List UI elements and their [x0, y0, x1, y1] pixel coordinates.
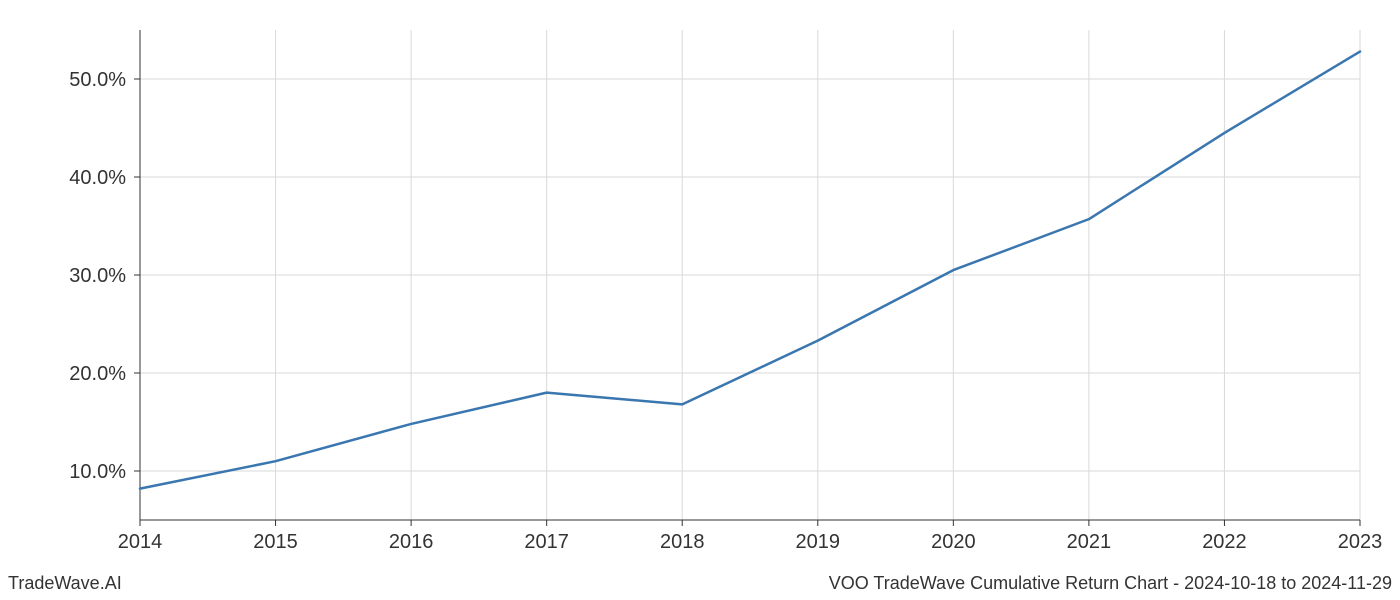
x-tick-label: 2015 [253, 531, 298, 553]
y-tick-label: 40.0% [69, 167, 126, 189]
x-tick-label: 2023 [1338, 531, 1383, 553]
y-tick-label: 10.0% [69, 461, 126, 483]
x-tick-label: 2017 [524, 531, 569, 553]
x-tick-label: 2018 [660, 531, 705, 553]
footer-right-text: VOO TradeWave Cumulative Return Chart - … [829, 573, 1392, 594]
x-tick-label: 2021 [1067, 531, 1112, 553]
line-chart: 2014 2015 2016 2017 2018 2019 2020 2021 2022 2023… [0, 0, 1400, 600]
x-tick-label: 2016 [389, 531, 434, 553]
footer-left-text: TradeWave.AI [8, 573, 122, 594]
x-tick-label: 2014 [118, 531, 163, 553]
chart-bg [0, 0, 1400, 600]
x-tick-label: 2019 [796, 531, 841, 553]
x-tick-label: 2022 [1202, 531, 1247, 553]
y-tick-label: 30.0% [69, 265, 126, 287]
x-tick-label: 2020 [931, 531, 976, 553]
chart-container: 2014 2015 2016 2017 2018 2019 2020 2021 2022 2023… [0, 0, 1400, 600]
y-tick-label: 20.0% [69, 363, 126, 385]
y-tick-label: 50.0% [69, 69, 126, 91]
